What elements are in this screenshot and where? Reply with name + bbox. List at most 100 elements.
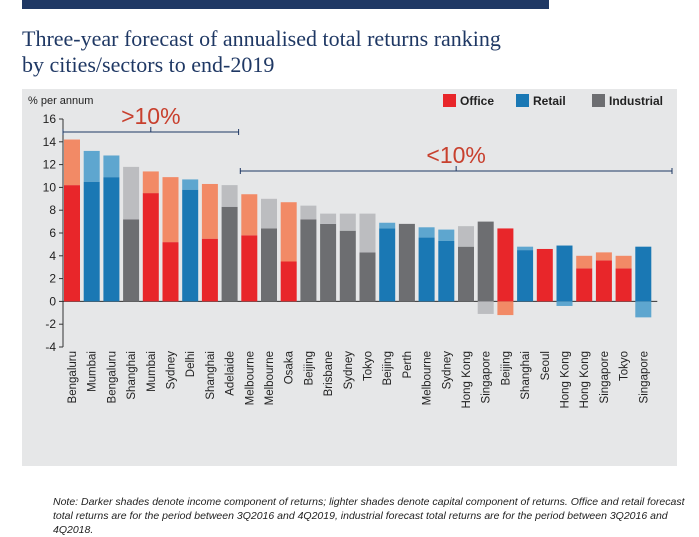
- x-tick-label: Delhi: [185, 351, 197, 377]
- bar-capital: [576, 255, 593, 269]
- legend-swatch: [516, 94, 529, 107]
- bar-capital: [379, 222, 396, 229]
- bar-income: [477, 221, 494, 302]
- y-tick-label: -2: [45, 317, 56, 331]
- annotation-above-10-label: >10%: [121, 103, 180, 129]
- chart-title: Three-year forecast of annualised total …: [22, 26, 622, 78]
- x-tick-label: Bengaluru: [106, 351, 118, 403]
- x-tick-label: Melbourne: [264, 351, 276, 405]
- bar-income: [556, 245, 573, 302]
- x-tick-label: Sydney: [441, 351, 453, 390]
- x-tick-label: Shanghai: [205, 351, 217, 400]
- x-tick-label: Brisbane: [323, 351, 335, 396]
- bar-capital: [595, 252, 612, 261]
- legend-label: Retail: [533, 94, 566, 108]
- bar-income: [595, 260, 612, 302]
- x-tick-label: Singapore: [638, 351, 650, 403]
- legend-label: Office: [460, 94, 494, 108]
- bar-income: [359, 252, 376, 302]
- bar-income: [300, 219, 317, 302]
- x-tick-label: Hong Kong: [560, 351, 572, 409]
- bar-capital: [241, 194, 258, 236]
- bar-income: [64, 185, 80, 302]
- bar-capital: [418, 227, 435, 238]
- bar-income: [123, 219, 140, 302]
- bar-capital: [320, 213, 337, 224]
- bar-capital: [123, 166, 140, 220]
- bar-capital: [64, 139, 80, 186]
- bar-capital: [477, 301, 494, 314]
- bar-income: [162, 242, 179, 302]
- x-tick-label: Seoul: [540, 351, 552, 380]
- x-tick-label: Adelaide: [225, 351, 237, 396]
- x-tick-label: Perth: [402, 351, 414, 379]
- bar-income: [261, 228, 277, 302]
- x-tick-label: Beijing: [500, 351, 512, 386]
- bar-income: [536, 248, 553, 302]
- bar-income: [201, 238, 218, 302]
- legend: Office Retail Industrial: [443, 94, 663, 108]
- header-accent-bar: [22, 0, 549, 9]
- bar-income: [418, 237, 435, 302]
- bar-capital: [339, 213, 356, 231]
- chart-note: Note: Darker shades denote income compon…: [53, 496, 685, 536]
- bar-income: [458, 246, 474, 302]
- bar-income: [576, 268, 593, 302]
- y-tick-label: 4: [49, 249, 56, 263]
- bar-capital: [83, 150, 100, 182]
- bar-income: [339, 230, 356, 302]
- y-tick-label: 12: [43, 158, 57, 172]
- bar-income: [83, 181, 100, 302]
- y-tick-label: 2: [49, 272, 56, 286]
- x-tick-label: Singapore: [599, 351, 611, 403]
- bar-income: [517, 250, 534, 302]
- bar-capital: [280, 202, 297, 262]
- bar-capital: [517, 246, 534, 251]
- bar-income: [615, 268, 632, 302]
- x-tick-label: Bengaluru: [67, 351, 79, 403]
- bar-income: [142, 193, 159, 302]
- bar-capital: [438, 229, 455, 241]
- x-tick-label: Singapore: [481, 351, 493, 403]
- bar-income: [635, 246, 652, 302]
- bar-capital: [615, 255, 632, 269]
- legend-label: Industrial: [609, 94, 663, 108]
- x-tick-label: Osaka: [284, 350, 296, 384]
- chart-panel: % per annum -4 -2 0 2 4 6 8 10 12 14 16 Bengaluru Mu…: [22, 89, 685, 536]
- bars-group: [64, 139, 652, 318]
- bar-capital: [556, 301, 573, 306]
- bar-capital: [201, 183, 218, 239]
- bar-capital: [300, 205, 317, 220]
- y-tick-label: 8: [49, 203, 56, 217]
- bar-income: [438, 240, 455, 302]
- x-axis-labels: Bengaluru Mumbai Bengaluru Shanghai Mumbai Sy…: [67, 350, 650, 408]
- x-tick-label: Shanghai: [520, 351, 532, 400]
- bar-income: [241, 235, 258, 302]
- bar-income: [221, 206, 238, 302]
- y-tick-label: 16: [43, 112, 57, 126]
- x-tick-label: Beijing: [382, 351, 394, 386]
- bar-capital: [497, 301, 514, 316]
- bar-capital: [458, 226, 474, 247]
- x-tick-label: Beijing: [303, 351, 315, 386]
- bar-income: [320, 223, 337, 302]
- x-tick-label: Sydney: [343, 351, 355, 390]
- x-tick-label: Mumbai: [87, 351, 99, 392]
- y-tick-label: 10: [43, 180, 57, 194]
- x-tick-label: Shanghai: [126, 351, 138, 400]
- bar-capital: [261, 198, 277, 229]
- chart-title-line-2: by cities/sectors to end-2019: [22, 52, 275, 77]
- y-tick-label: 0: [49, 294, 56, 308]
- y-tick-label: -4: [45, 340, 56, 354]
- x-tick-label: Tokyo: [619, 351, 631, 381]
- annotations: >10% <10%: [62, 103, 673, 174]
- bar-income: [398, 223, 415, 302]
- x-tick-label: Hong Kong: [461, 351, 473, 409]
- bar-capital: [182, 179, 199, 190]
- x-tick-label: Sydney: [166, 351, 178, 390]
- bar-capital: [142, 171, 159, 194]
- bar-income: [182, 189, 199, 302]
- bar-capital: [635, 301, 652, 318]
- legend-swatch: [443, 94, 456, 107]
- y-axis-label: % per annum: [28, 95, 93, 107]
